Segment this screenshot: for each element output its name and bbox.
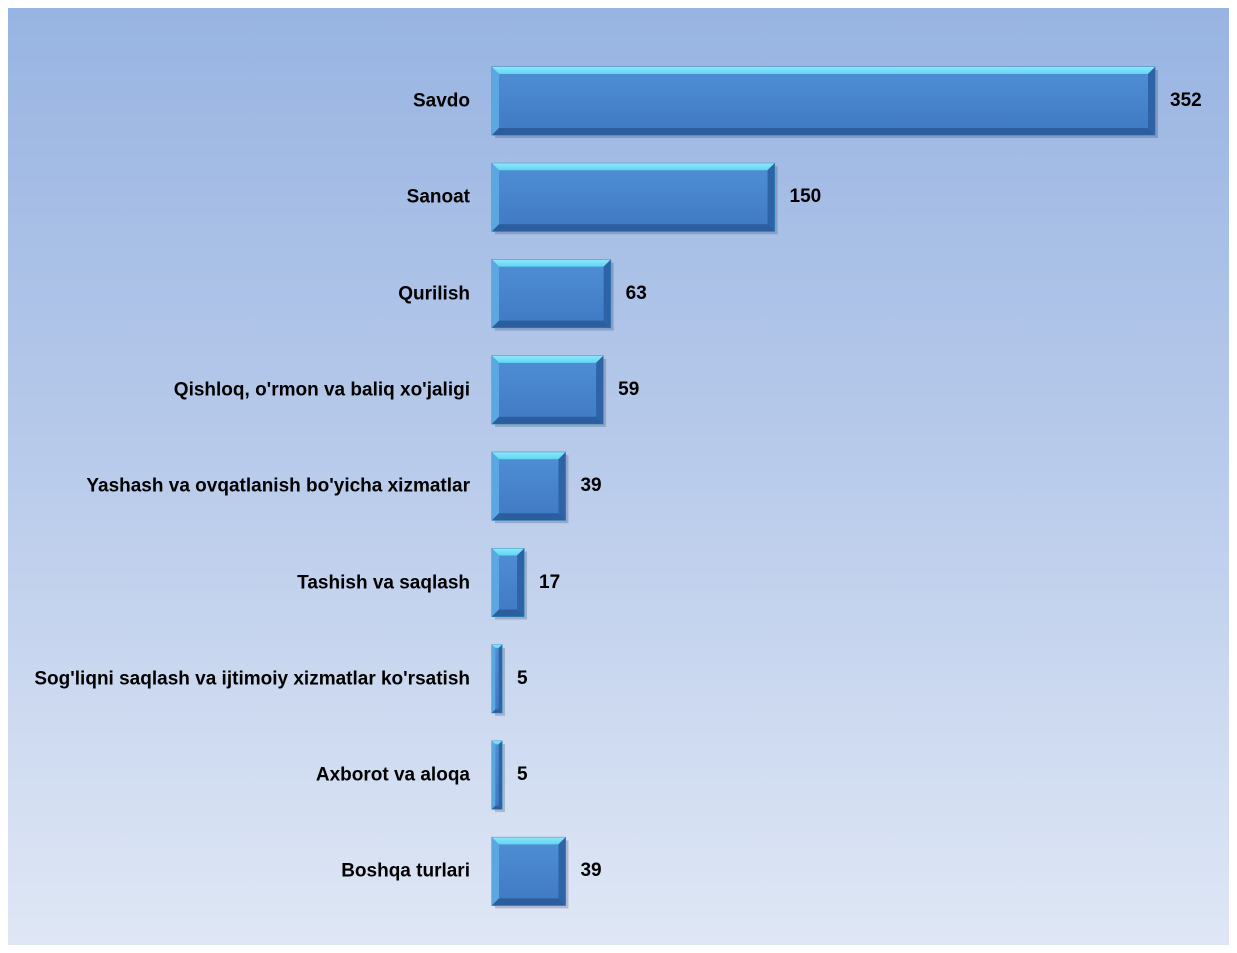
bar-6 — [491, 548, 528, 620]
bar-5 — [491, 451, 569, 524]
category-label: Axborot va aloqa — [315, 764, 470, 786]
category-label: Tashish va saqlash — [297, 572, 470, 593]
bar-bevel-bottom — [492, 128, 1155, 135]
bar-bevel-left — [492, 644, 496, 713]
bar-bevel-right — [498, 644, 502, 713]
bar-bevel-bottom — [492, 805, 502, 810]
bar-7 — [491, 644, 505, 716]
value-label: 59 — [618, 378, 640, 400]
bar-3 — [491, 259, 614, 331]
bar-4 — [491, 355, 607, 427]
bar-bevel-right — [596, 355, 604, 424]
bar-face — [491, 162, 776, 232]
bar-bevel-top — [492, 548, 525, 556]
bar-8 — [491, 740, 505, 813]
bar-bevel-bottom — [492, 320, 611, 328]
bar-2 — [491, 162, 778, 235]
bar-face — [491, 66, 1156, 136]
bar-bevel-right — [603, 259, 611, 328]
category-label: Savdo — [412, 90, 470, 112]
value-label: 352 — [1170, 90, 1202, 111]
bar-bevel-top — [492, 741, 502, 745]
bar-bevel-left — [492, 163, 499, 232]
bar-9 — [491, 836, 569, 909]
bar-bevel-bottom — [492, 609, 525, 617]
bar-bevel-top — [492, 67, 1155, 74]
bar-bevel-top — [492, 355, 604, 363]
bar-bevel-right — [767, 163, 775, 232]
bar-bevel-left — [492, 548, 499, 617]
bar-bevel-top — [492, 837, 566, 845]
bar-bevel-top — [492, 644, 502, 649]
bar-bevel-right — [558, 837, 566, 906]
category-label: Qurilish — [398, 283, 470, 305]
bar-bevel-bottom — [492, 416, 604, 424]
bar-bevel-right — [498, 741, 502, 810]
value-label: 17 — [539, 571, 561, 593]
value-label: 39 — [580, 475, 602, 497]
bar-bevel-top — [492, 259, 611, 267]
bar-bevel-bottom — [492, 898, 566, 906]
category-label: Qishloq, o'rmon va baliq xo'jaligi — [173, 379, 470, 401]
category-label: Sanoat — [406, 186, 470, 208]
bar-bevel-left — [492, 355, 499, 424]
value-label: 150 — [789, 186, 822, 208]
bar-face — [491, 355, 604, 425]
bar-bevel-top — [492, 452, 566, 460]
value-label: 39 — [580, 860, 602, 882]
bar-face — [491, 836, 566, 906]
category-label: Boshqa turlari — [341, 860, 470, 882]
bar-bevel-right — [558, 452, 566, 521]
bar-bevel-left — [492, 67, 499, 135]
bar-bevel-right — [1148, 67, 1155, 135]
bar-bevel-left — [492, 452, 499, 521]
bar-bevel-top — [492, 163, 775, 171]
bar-bevel-right — [517, 548, 525, 617]
bar-bevel-left — [492, 741, 496, 810]
bar-1 — [491, 66, 1158, 138]
bar-face — [491, 259, 612, 329]
bar-bevel-bottom — [492, 513, 566, 521]
bar-bevel-left — [492, 259, 499, 328]
bar-face — [491, 451, 566, 521]
bar-bevel-bottom — [492, 224, 775, 232]
value-label: 5 — [517, 667, 528, 689]
bar-bevel-bottom — [492, 709, 502, 713]
bar-bevel-left — [492, 837, 499, 906]
category-label: Sog'liqni saqlash va ijtimoiy xizmatlar … — [34, 668, 470, 690]
category-label: Yashash va ovqatlanish bo'yicha xizmatla… — [86, 475, 470, 497]
value-label: 63 — [625, 282, 647, 304]
value-label: 5 — [517, 764, 528, 786]
